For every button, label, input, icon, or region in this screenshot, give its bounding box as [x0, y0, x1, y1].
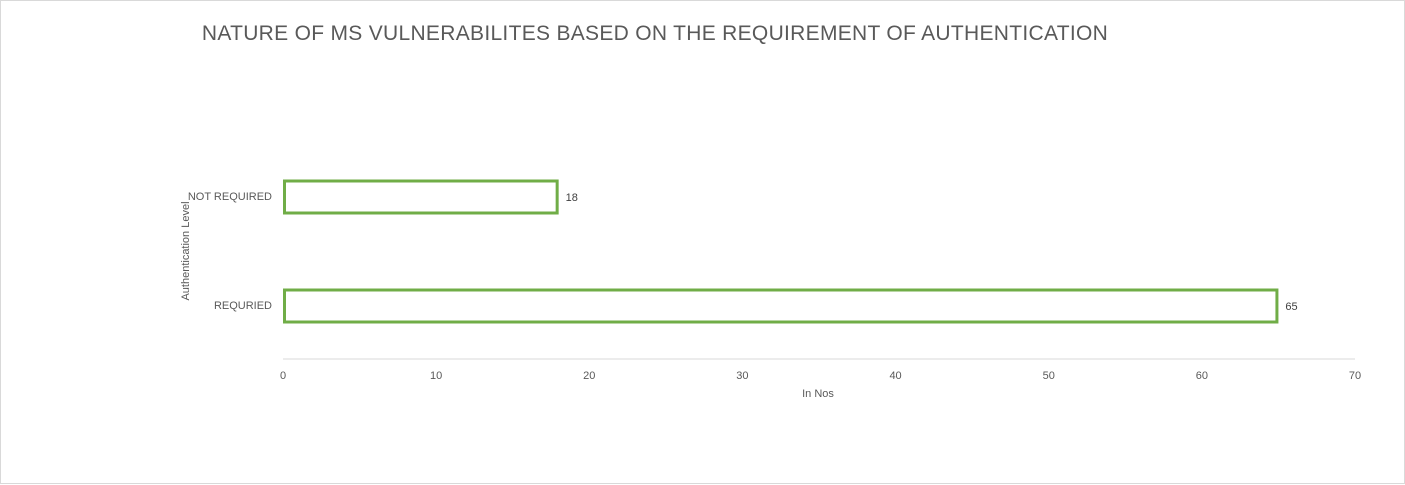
x-tick-label: 40 — [889, 370, 901, 382]
x-tick-label: 0 — [280, 370, 286, 382]
bars-layer — [283, 179, 1279, 324]
bar — [283, 288, 1279, 324]
x-tick-label: 60 — [1196, 370, 1208, 382]
x-tick-label: 50 — [1043, 370, 1055, 382]
x-tick-label: 30 — [736, 370, 748, 382]
x-tick-label: 20 — [583, 370, 595, 382]
data-label: 65 — [1285, 301, 1297, 313]
x-tick-label: 10 — [430, 370, 442, 382]
data-label: 18 — [566, 192, 578, 204]
bar — [283, 179, 559, 215]
chart-title: NATURE OF MS VULNERABILITES BASED ON THE… — [202, 22, 1108, 45]
y-tick-label: REQURIED — [214, 300, 272, 312]
x-axis-title: In Nos — [802, 388, 834, 400]
y-axis-title: Authentication Level — [180, 201, 192, 300]
x-tick-label: 70 — [1349, 370, 1361, 382]
x-tick-labels: 0 10 20 30 40 50 60 70 — [280, 370, 1361, 382]
y-tick-labels: NOT REQUIRED REQURIED — [188, 191, 272, 312]
y-tick-label: NOT REQUIRED — [188, 191, 272, 203]
